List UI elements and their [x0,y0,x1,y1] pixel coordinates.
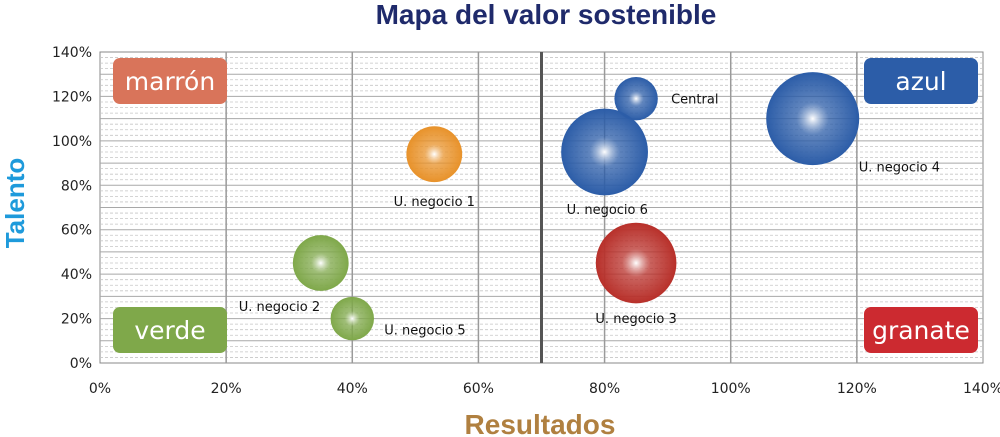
y-tick-label: 80% [61,178,92,194]
bubble [766,72,860,166]
x-tick-label: 140% [963,381,1000,397]
bubble [330,296,374,341]
bubble-label: U. negocio 6 [567,203,648,218]
bubbles: U. negocio 1 U. negocio 2 U. negocio 3 U. n… [239,72,940,341]
quadrant-label: marrón [125,67,215,96]
quadrant-label: azul [895,67,946,96]
quadrant-box-top-right [864,58,978,104]
x-tick-label: 60% [463,381,494,397]
x-tick-label: 0% [89,381,111,397]
y-axis-ticks: 0% 20% 40% 60% 80% 100% 120% 140% [52,45,92,372]
bubble-label: U. negocio 4 [859,161,940,176]
x-axis-label: Resultados [465,409,616,437]
y-tick-label: 40% [61,267,92,283]
y-tick-label: 0% [70,356,92,372]
quadrant-box-top-left [113,58,227,104]
y-tick-label: 100% [52,134,92,150]
x-tick-label: 20% [211,381,242,397]
x-tick-label: 40% [337,381,368,397]
bubble-label: U. negocio 5 [384,324,465,339]
x-tick-label: 120% [837,381,877,397]
chart-title: Mapa del valor sostenible [376,0,717,30]
bubble-label: Central [671,93,718,108]
y-tick-label: 120% [52,89,92,105]
quadrant-label: verde [134,316,205,345]
x-tick-label: 100% [711,381,751,397]
y-axis-label: Talento [0,158,30,249]
quadrant-box-bottom-right [864,307,978,353]
bubble [406,126,463,183]
x-axis-ticks: 0% 20% 40% 60% 80% 100% 120% 140% [89,381,1000,397]
bubble [614,76,658,121]
quadrant-labels: marrón azul verde granate [113,58,978,353]
bubble-label: U. negocio 1 [394,195,475,210]
bubble-label: U. negocio 2 [239,300,320,315]
bubble [595,222,677,304]
bubble [292,235,349,291]
bubble-label: U. negocio 3 [595,312,676,327]
y-tick-label: 20% [61,312,92,328]
quadrant-box-bottom-left [113,307,227,353]
quadrant-label: granate [872,316,970,345]
y-tick-label: 60% [61,223,92,239]
bubble [561,108,648,196]
y-tick-label: 140% [52,45,92,61]
x-tick-label: 80% [589,381,620,397]
